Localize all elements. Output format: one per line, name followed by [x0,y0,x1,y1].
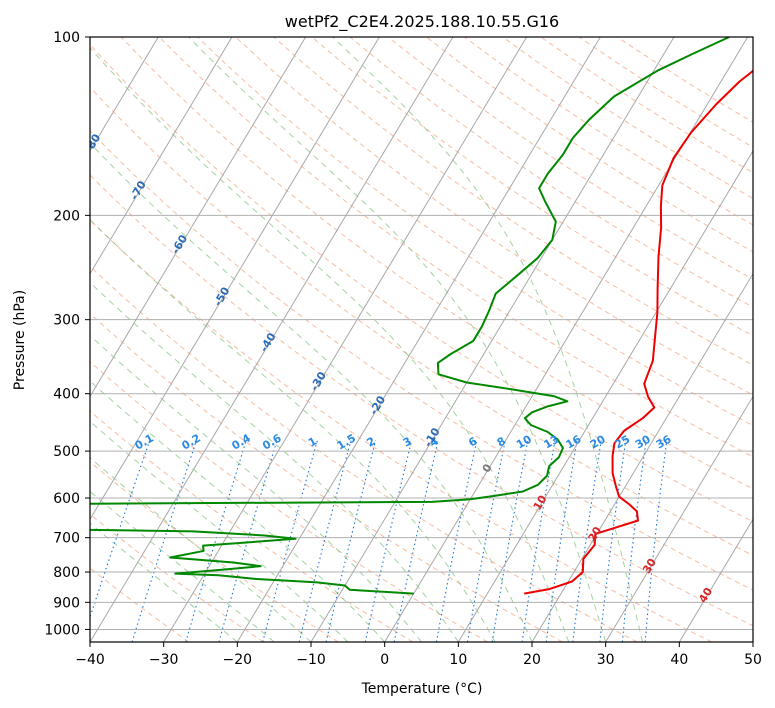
x-tick-label: 0 [380,652,389,668]
dry-adiabat [158,37,753,458]
y-tick-label: 1000 [44,622,80,638]
x-tick-label: −10 [296,652,326,668]
isotherm-gridline [90,37,233,275]
moist-adiabat [90,490,275,642]
y-tick-label: 400 [53,387,80,403]
mixing-ratio-line [545,440,578,642]
y-tick-label: 700 [53,531,80,547]
series-layer [90,37,753,595]
moist-adiabat [188,37,607,642]
y-tick-label: 800 [53,565,80,581]
dry-adiabat [90,43,753,523]
mixing-ratio-line [644,440,668,642]
chart-title: wetPf2_C2E4.2025.188.10.55.G16 [285,12,559,32]
moist-adiabat [90,522,238,642]
dry-adiabat [90,461,339,642]
mixing-ratio-line [364,440,413,642]
mixing-ratio-line [521,440,556,642]
dry-adiabat [90,513,264,642]
mixing-ratio-line [621,440,647,642]
dry-adiabat [120,37,753,490]
mixing-ratio-line [393,440,439,642]
dry-adiabat [197,37,753,427]
mixing-ratio-line [466,440,506,642]
y-axis-ticks: 100 200 300 400 500 600 700 800 900 1000 [44,30,90,638]
isotherm-gridline [457,149,753,642]
x-tick-label: −20 [223,652,253,668]
x-tick-label: 40 [670,652,688,668]
dry-adiabat [90,130,753,591]
isotherm-gridline [90,37,159,152]
background-lines [90,37,753,642]
isotherm-gridline [236,37,601,642]
moist-adiabat [90,380,386,642]
dry-adiabat [273,37,753,366]
mixing-ratio-line [131,440,197,642]
y-tick-label: 600 [53,491,80,507]
dry-adiabat [349,37,753,308]
dewpoint-line [90,37,730,595]
mixing-ratio-line [599,440,627,642]
moist-adiabat [332,37,643,642]
moist-adiabat [90,47,570,642]
x-tick-label: 30 [597,652,615,668]
x-tick-label: 20 [523,652,541,668]
y-axis-title: Pressure (hPa) [12,290,28,390]
moist-adiabat [90,218,496,642]
x-tick-label: −30 [149,652,179,668]
mixing-ratio-line [90,440,151,619]
isotherm-gridline [90,37,454,642]
y-tick-label: 200 [53,208,80,224]
y-tick-label: 500 [53,444,80,460]
mixing-ratio-line [435,440,478,642]
grid-lines [90,37,753,642]
dry-adiabat [90,265,638,642]
x-tick-label: −40 [75,652,105,668]
x-axis-ticks: −40 −30 −20 −10 0 10 20 30 40 50 [75,642,762,668]
y-tick-label: 900 [53,595,80,611]
isotherm-gridline [90,37,307,398]
dry-adiabat [90,312,563,642]
isotherm-gridline [678,518,753,642]
x-axis-title: Temperature (°C) [361,681,483,697]
isotherm-gridline [90,37,380,521]
y-tick-label: 100 [53,30,80,46]
isotherm-gridline [531,272,753,642]
y-tick-label: 300 [53,313,80,329]
isotherm-gridline [605,395,753,642]
dry-adiabat [90,219,712,642]
moist-adiabat [90,457,312,642]
dry-adiabat [90,174,753,627]
isotherm-gridline [310,37,675,642]
x-tick-label: 10 [449,652,467,668]
x-tick-label: 50 [744,652,762,668]
plot-frame [89,36,754,643]
moist-adiabat [90,142,533,642]
dry-adiabat [90,360,488,642]
temperature-line [524,69,753,595]
isotherm-gridline [163,37,528,642]
